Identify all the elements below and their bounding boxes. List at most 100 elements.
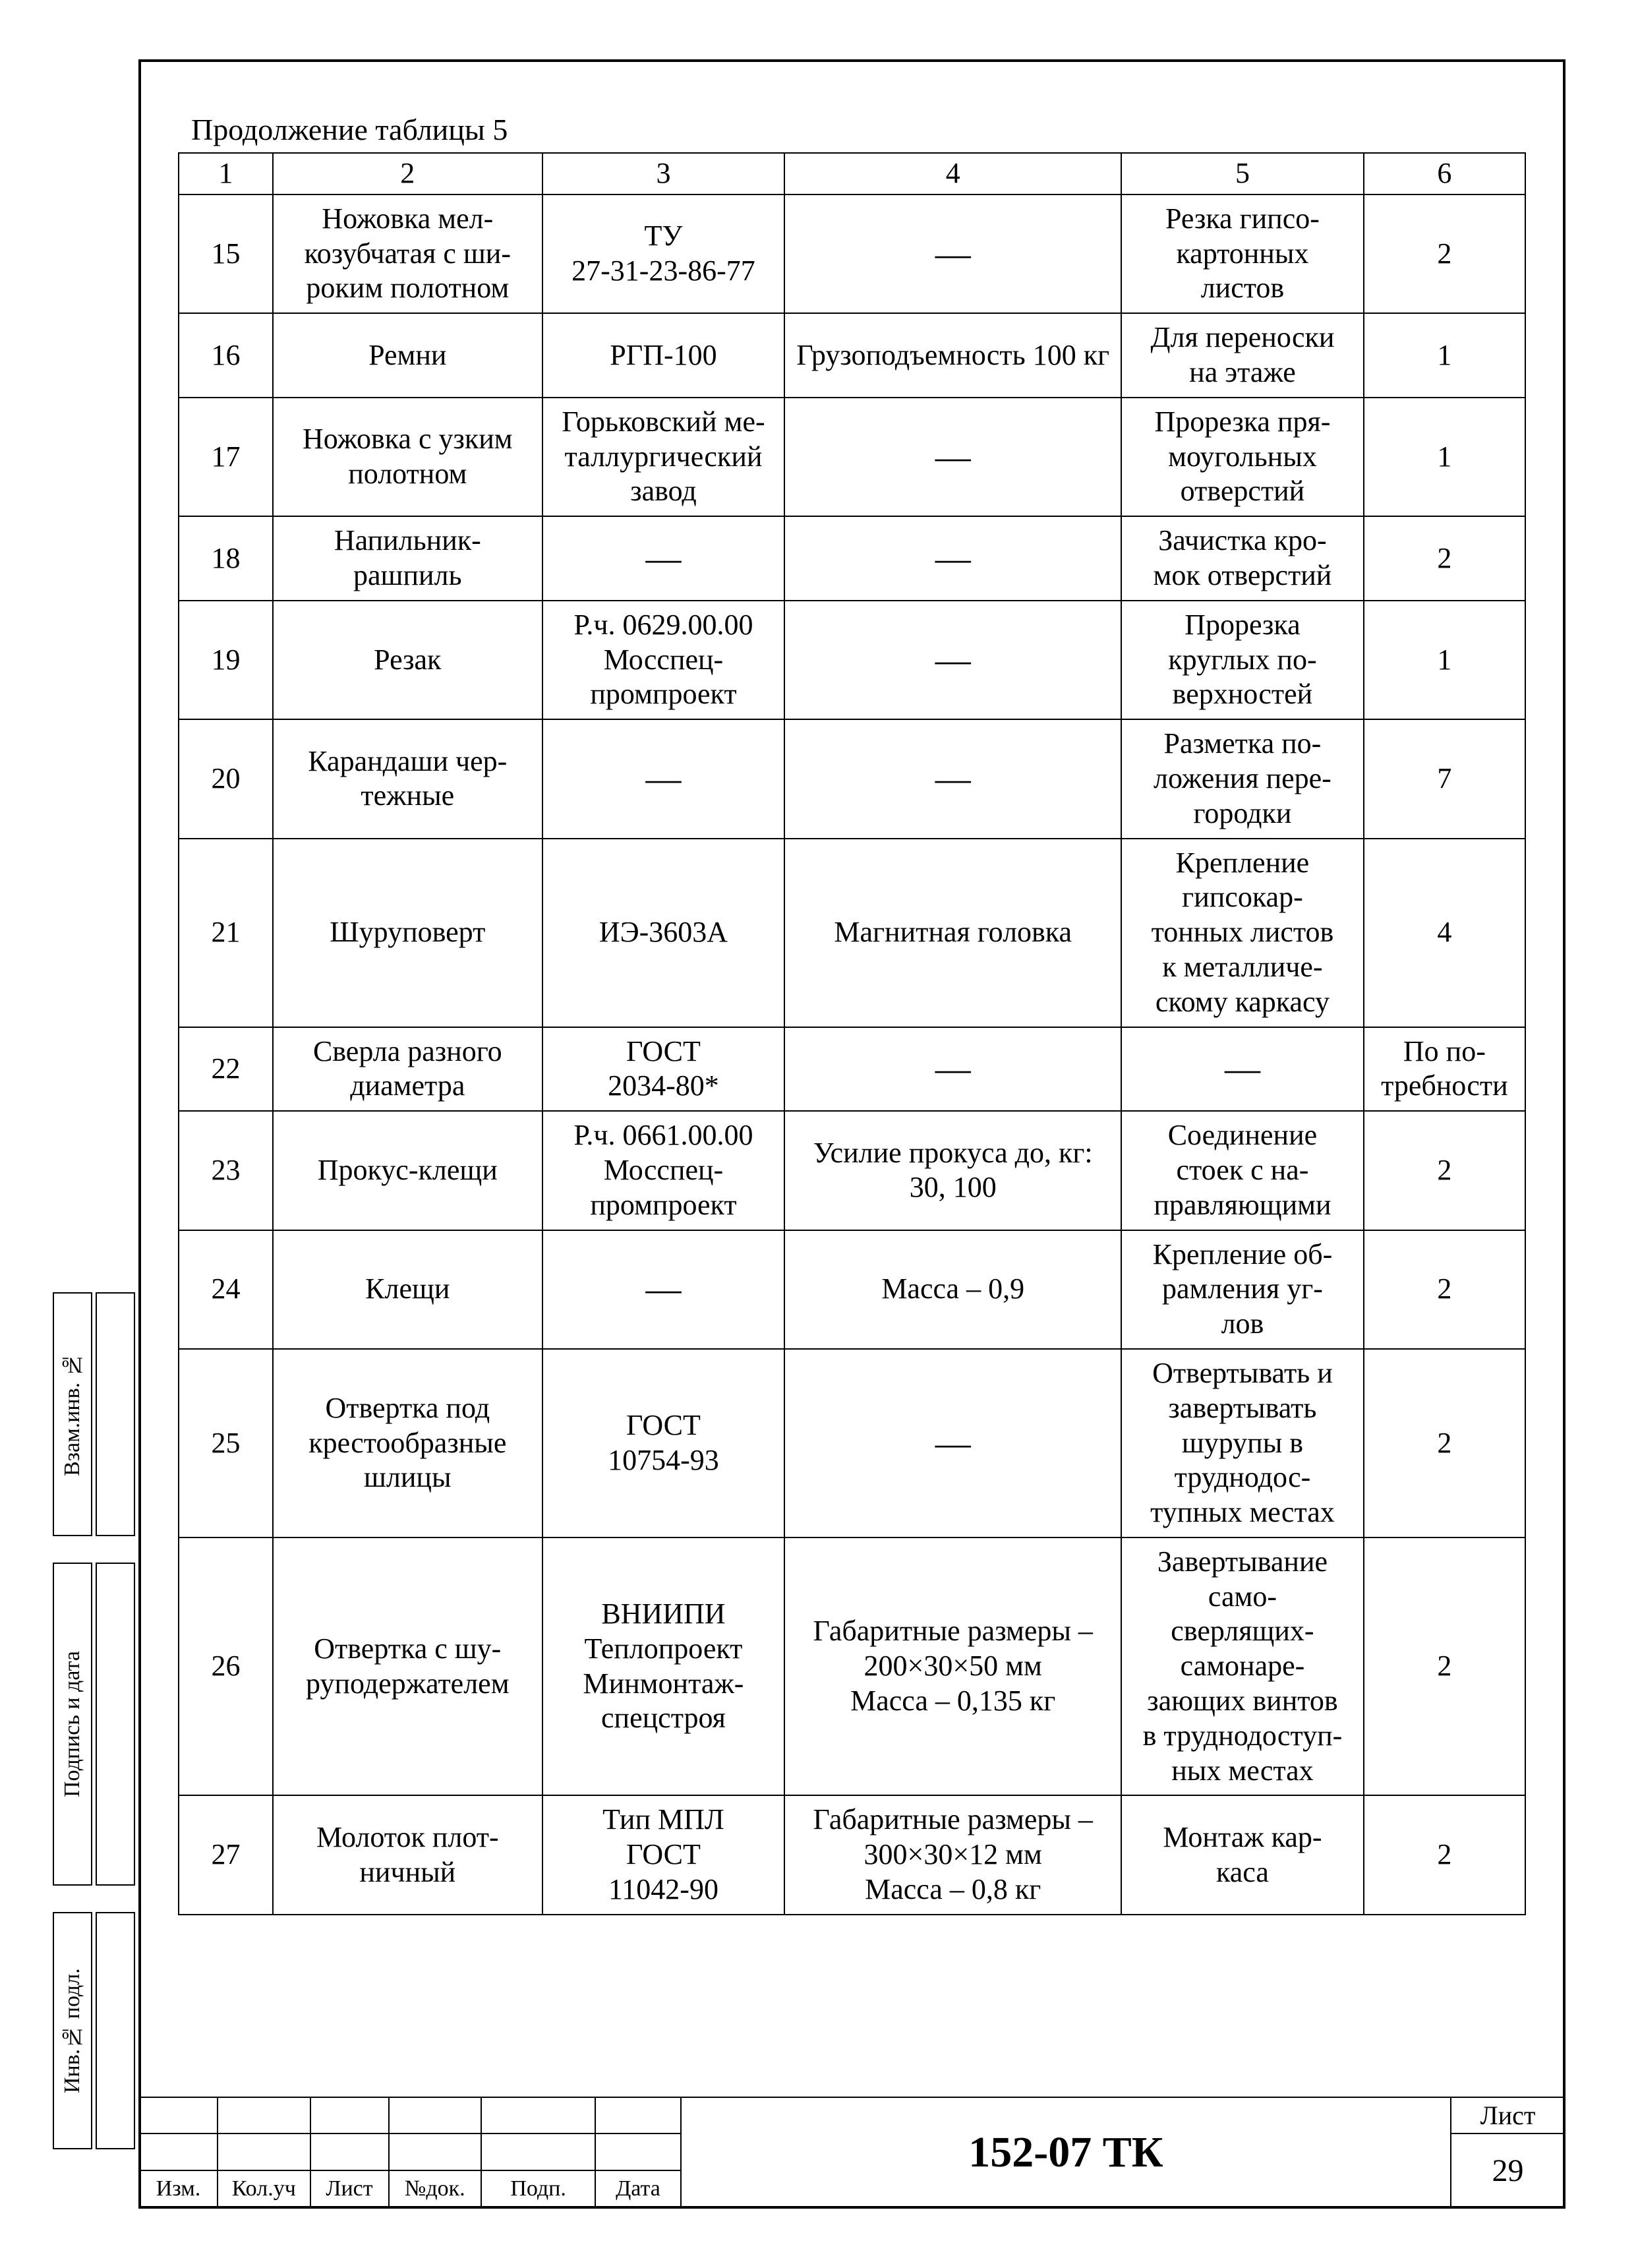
table-cell: Отвертывать и завертывать шурупы в трудн…	[1121, 1349, 1364, 1537]
table-row: 19РезакР.ч. 0629.00.00 Мосспец- промпрое…	[179, 601, 1525, 719]
table-cell: Для переноски на этаже	[1121, 313, 1364, 398]
table-cell: Ремни	[273, 313, 542, 398]
table-cell: Габаритные размеры – 300×30×12 мм Масса …	[784, 1795, 1121, 1914]
stamp-col-koluch: Кол.уч	[218, 2170, 310, 2208]
stamp-cell	[595, 2134, 681, 2170]
table-cell: —	[1121, 1027, 1364, 1112]
table-cell: 2	[1364, 1349, 1525, 1537]
table-cell: По по- требности	[1364, 1027, 1525, 1112]
table-cell: Разметка по- ложения пере- городки	[1121, 719, 1364, 838]
side-label-strip: Взам.инв. № Подпись и дата Инв.№ подл.	[53, 1253, 138, 2209]
stamp-cell	[218, 2134, 310, 2170]
table-header-cell: 4	[784, 153, 1121, 194]
table-row: 25Отвертка под крестообразные шлицыГОСТ …	[179, 1349, 1525, 1537]
table-cell: —	[542, 1230, 785, 1349]
table-header-cell: 3	[542, 153, 785, 194]
main-table: 12345615Ножовка мел- козубчатая с ши- ро…	[178, 152, 1526, 1915]
side-label-podpis-blank	[96, 1563, 135, 1886]
table-cell: 18	[179, 516, 273, 601]
table-cell: Габаритные размеры – 200×30×50 мм Масса …	[784, 1537, 1121, 1796]
table-cell: —	[542, 516, 785, 601]
table-cell: ГОСТ 10754-93	[542, 1349, 785, 1537]
table-cell: 2	[1364, 516, 1525, 601]
table-header-cell: 6	[1364, 153, 1525, 194]
table-cell: 22	[179, 1027, 273, 1112]
table-row: 16РемниРГП-100Грузоподъемность 100 кгДля…	[179, 313, 1525, 398]
doc-code: 152-07 ТК	[681, 2097, 1451, 2208]
side-label-inv: Инв.№ подл.	[53, 1912, 92, 2149]
table-cell: Резак	[273, 601, 542, 719]
content-area: Продолжение таблицы 5 12345615Ножовка ме…	[178, 86, 1526, 1915]
stamp-cell	[310, 2097, 389, 2134]
table-cell: —	[784, 601, 1121, 719]
stamp-col-list: Лист	[310, 2170, 389, 2208]
table-row: 22Сверла разного диаметраГОСТ 2034-80*——…	[179, 1027, 1525, 1112]
table-row: 23Прокус-клещиР.ч. 0661.00.00 Мосспец- п…	[179, 1111, 1525, 1230]
table-cell: 21	[179, 839, 273, 1027]
table-cell: 25	[179, 1349, 273, 1537]
table-cell: Резка гипсо- картонных листов	[1121, 194, 1364, 313]
stamp-cell	[389, 2134, 482, 2170]
table-cell: 26	[179, 1537, 273, 1796]
table-cell: —	[784, 1349, 1121, 1537]
table-cell: 2	[1364, 194, 1525, 313]
table-cell: 1	[1364, 398, 1525, 516]
table-cell: Прокус-клещи	[273, 1111, 542, 1230]
table-cell: Карандаши чер- тежные	[273, 719, 542, 838]
title-block: 152-07 ТК Лист 29 Изм. Кол.уч Лист №док.…	[138, 2097, 1565, 2209]
table-cell: 20	[179, 719, 273, 838]
table-cell: —	[542, 719, 785, 838]
table-cell: Крепление об- рамления уг- лов	[1121, 1230, 1364, 1349]
table-cell: 2	[1364, 1230, 1525, 1349]
side-label-vzam-blank	[96, 1292, 135, 1536]
stamp-col-data: Дата	[595, 2170, 681, 2208]
sheet-label: Лист	[1451, 2097, 1565, 2134]
table-cell: Усилие прокуса до, кг: 30, 100	[784, 1111, 1121, 1230]
table-row: 17Ножовка с узким полотномГорьковский ме…	[179, 398, 1525, 516]
table-cell: Ножовка с узким полотном	[273, 398, 542, 516]
side-label-inv-blank	[96, 1912, 135, 2149]
table-cell: Магнитная головка	[784, 839, 1121, 1027]
page: Взам.инв. № Подпись и дата Инв.№ подл. П…	[0, 0, 1638, 2268]
table-header-cell: 2	[273, 153, 542, 194]
stamp-cell	[595, 2097, 681, 2134]
sheet-number: 29	[1451, 2134, 1565, 2208]
table-cell: 23	[179, 1111, 273, 1230]
table-cell: ВНИИПИ Теплопроект Минмонтаж- спецстроя	[542, 1537, 785, 1796]
table-cell: 2	[1364, 1111, 1525, 1230]
table-cell: Сверла разного диаметра	[273, 1027, 542, 1112]
stamp-cell	[389, 2097, 482, 2134]
table-row: 20Карандаши чер- тежные——Разметка по- ло…	[179, 719, 1525, 838]
table-cell: Завертывание само- сверлящих- самонаре- …	[1121, 1537, 1364, 1796]
table-cell: 1	[1364, 313, 1525, 398]
table-cell: —	[784, 194, 1121, 313]
stamp-cell	[310, 2134, 389, 2170]
table-cell: Молоток плот- ничный	[273, 1795, 542, 1914]
table-cell: ГОСТ 2034-80*	[542, 1027, 785, 1112]
table-cell: 2	[1364, 1537, 1525, 1796]
table-cell: ТУ 27-31-23-86-77	[542, 194, 785, 313]
table-cell: —	[784, 719, 1121, 838]
stamp-cell	[218, 2097, 310, 2134]
table-caption: Продолжение таблицы 5	[191, 112, 1526, 147]
stamp-cell	[481, 2097, 595, 2134]
table-cell: —	[784, 398, 1121, 516]
table-cell: Горьковский ме- таллургический завод	[542, 398, 785, 516]
table-cell: 24	[179, 1230, 273, 1349]
table-cell: Крепление гипсокар- тонных листов к мета…	[1121, 839, 1364, 1027]
table-header-cell: 5	[1121, 153, 1364, 194]
table-cell: Зачистка кро- мок отверстий	[1121, 516, 1364, 601]
table-cell: Прорезка круглых по- верхностей	[1121, 601, 1364, 719]
table-row: 15Ножовка мел- козубчатая с ши- роким по…	[179, 194, 1525, 313]
table-cell: Монтаж кар- каса	[1121, 1795, 1364, 1914]
table-row: 18Напильник- рашпиль——Зачистка кро- мок …	[179, 516, 1525, 601]
table-cell: 27	[179, 1795, 273, 1914]
table-cell: Отвертка под крестообразные шлицы	[273, 1349, 542, 1537]
table-cell: ИЭ-3603А	[542, 839, 785, 1027]
table-cell: 19	[179, 601, 273, 719]
table-cell: 7	[1364, 719, 1525, 838]
table-cell: Грузоподъемность 100 кг	[784, 313, 1121, 398]
table-cell: Напильник- рашпиль	[273, 516, 542, 601]
table-cell: 17	[179, 398, 273, 516]
table-cell: Соединение стоек с на- правляющими	[1121, 1111, 1364, 1230]
